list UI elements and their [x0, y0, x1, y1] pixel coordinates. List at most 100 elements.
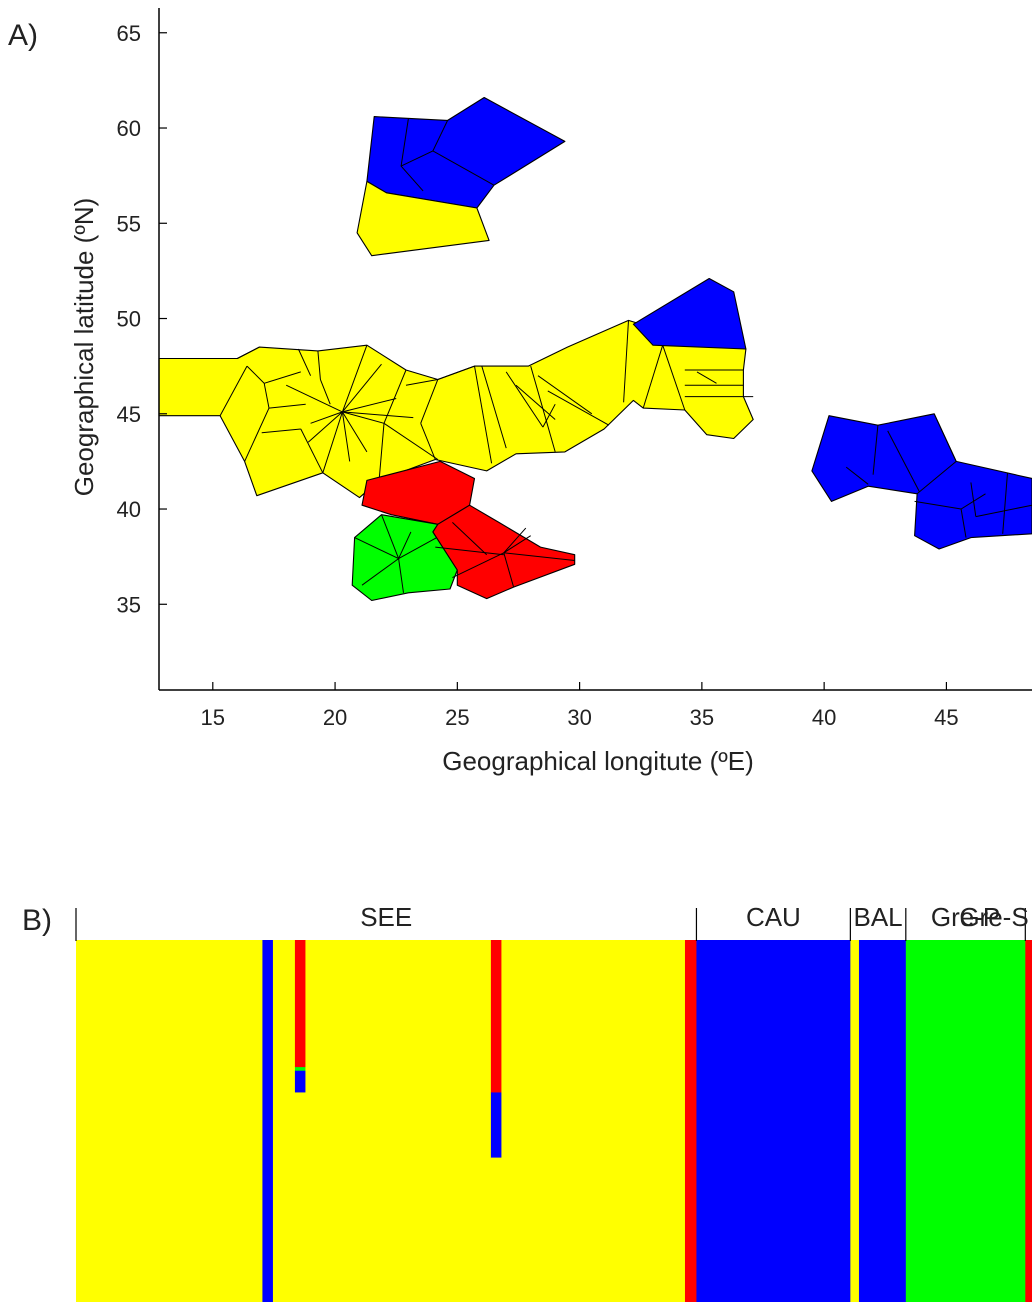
region-3-blue — [632, 277, 747, 350]
region-2-cell-border-11 — [341, 345, 368, 413]
region-6-cell-border-2 — [452, 552, 505, 579]
region-5-cell-border-1 — [354, 537, 399, 560]
x-tick-label-25: 25 — [445, 705, 469, 730]
x-axis-label: Geographical longitute (ºE) — [442, 746, 754, 776]
region-6-red — [432, 504, 576, 600]
region-7-cell-border-0 — [872, 425, 879, 475]
x-tick-label-40: 40 — [812, 705, 836, 730]
x-tick-label-15: 15 — [201, 705, 225, 730]
region-2-cell-border-5 — [263, 383, 270, 409]
y-tick-label-60: 60 — [117, 116, 141, 141]
region-2-cell-border-18 — [342, 411, 385, 424]
group-label-bal: BAL — [854, 902, 903, 932]
bar-4-cluster-0 — [305, 940, 492, 1302]
bar-6-cluster-0 — [501, 940, 686, 1302]
region-2-cell-border-26 — [405, 379, 438, 386]
region-6-cell-border-6 — [503, 552, 515, 588]
region-6-cell-border-4 — [503, 535, 531, 554]
region-2-cell-border-13 — [310, 411, 343, 424]
region-2-cell-border-25 — [383, 369, 407, 424]
region-2-cell-border-9 — [317, 350, 321, 380]
region-2-cell-border-15 — [322, 411, 343, 473]
region-2-cell-border-2 — [219, 365, 248, 416]
region-7-cell-border-2 — [845, 466, 869, 485]
bar-11-cluster-2 — [905, 940, 1026, 1302]
region-5-cell-border-0 — [381, 514, 400, 559]
bar-5-cluster-1 — [490, 1092, 502, 1158]
x-tick-label-45: 45 — [934, 705, 958, 730]
region-7-cell-border-3 — [933, 413, 957, 462]
bar-8-cluster-1 — [696, 940, 851, 1302]
region-7-cell-border-9 — [975, 504, 1032, 518]
y-tick-label-55: 55 — [117, 211, 141, 236]
x-ticks: 15 20 25 30 35 40 45 — [201, 682, 959, 730]
y-ticks: 35 40 45 50 55 60 65 — [117, 21, 167, 617]
bar-12-cluster-3 — [1025, 940, 1032, 1302]
group-label-gre-s: Gre-S — [959, 902, 1028, 932]
region-7-cell-border-7 — [960, 508, 967, 538]
region-2-cell-border-35 — [530, 365, 556, 453]
bar-3-cluster-0 — [294, 1092, 306, 1302]
region-1 — [356, 180, 490, 257]
region-6-cell-border-1 — [452, 522, 488, 556]
region-2-cell-border-38 — [542, 403, 556, 428]
panel-a-label: A) — [8, 19, 38, 52]
region-5-cell-border-3 — [398, 531, 412, 559]
region-7-cell-border-4 — [916, 461, 957, 495]
bar-5-cluster-3 — [490, 940, 502, 1093]
region-2-yellow — [158, 319, 754, 499]
region-0-blue — [366, 96, 566, 209]
group-dividers — [75, 908, 1026, 941]
region-2-cell-border-34 — [515, 384, 556, 420]
x-tick-label-35: 35 — [690, 705, 714, 730]
region-2-cell-border-24 — [378, 423, 385, 481]
bar-5-cluster-0 — [490, 1157, 502, 1302]
region-2-cell-border-4 — [264, 371, 301, 384]
region-2-cell-border-10 — [319, 379, 331, 405]
region-7-cell-border-8 — [1002, 472, 1008, 534]
region-2-cell-border-14 — [307, 411, 343, 443]
region-6-cell-border-5 — [503, 552, 575, 561]
map-axes: 15 20 25 30 35 40 45 35 40 45 50 55 60 65 — [117, 8, 1032, 730]
region-7-blue — [811, 413, 1032, 550]
y-tick-label-40: 40 — [117, 497, 141, 522]
panel-a-map: A) 15 20 25 30 35 40 45 35 40 45 50 55 60 65 Geograp… — [8, 8, 1032, 776]
region-2-cell-border-21 — [342, 363, 382, 413]
region-2-cell-border-19 — [342, 398, 397, 413]
region-3 — [632, 277, 747, 350]
y-tick-label-35: 35 — [117, 592, 141, 617]
region-6-cell-border-3 — [503, 527, 527, 554]
region-2-cell-border-29 — [420, 423, 436, 460]
bar-9-cluster-0 — [850, 940, 860, 1302]
bar-1-cluster-1 — [262, 940, 274, 1302]
region-2-cell-border-36 — [537, 375, 593, 415]
region-2-cell-border-20 — [342, 411, 414, 419]
group-label-cau: CAU — [746, 902, 801, 932]
panel-b-label: B) — [22, 904, 52, 937]
region-1-yellow — [356, 180, 490, 257]
region-2-cell-border-33 — [505, 371, 544, 428]
region-0-cell-border-2 — [400, 150, 434, 167]
bar-2-cluster-0 — [272, 940, 296, 1302]
region-2-cell-border-6 — [268, 403, 306, 409]
region-6 — [432, 504, 576, 600]
region-7-cell-border-5 — [914, 500, 962, 510]
bar-3-cluster-3 — [294, 940, 306, 1068]
region-2-cell-border-32 — [481, 365, 507, 449]
region-2-cell-border-40 — [642, 345, 664, 409]
region-0 — [366, 96, 566, 209]
y-tick-label-65: 65 — [117, 21, 141, 46]
region-7-cell-border-10 — [970, 482, 977, 517]
y-axis-label: Geographical latitude (ºN) — [69, 198, 99, 497]
region-2-cell-border-12 — [285, 384, 343, 413]
region-2-cell-border-42 — [662, 345, 686, 411]
region-2-cell-border-22 — [261, 428, 301, 434]
region-2-cell-border-0 — [237, 346, 260, 359]
group-label-gre-p: Gre-P — [931, 902, 1000, 932]
region-2-cell-border-16 — [341, 411, 351, 462]
region-5-cell-border-2 — [361, 558, 399, 586]
bar-3-cluster-2 — [294, 1066, 306, 1071]
group-label-see: SEE — [360, 902, 412, 932]
bar-10-cluster-1 — [858, 940, 907, 1302]
